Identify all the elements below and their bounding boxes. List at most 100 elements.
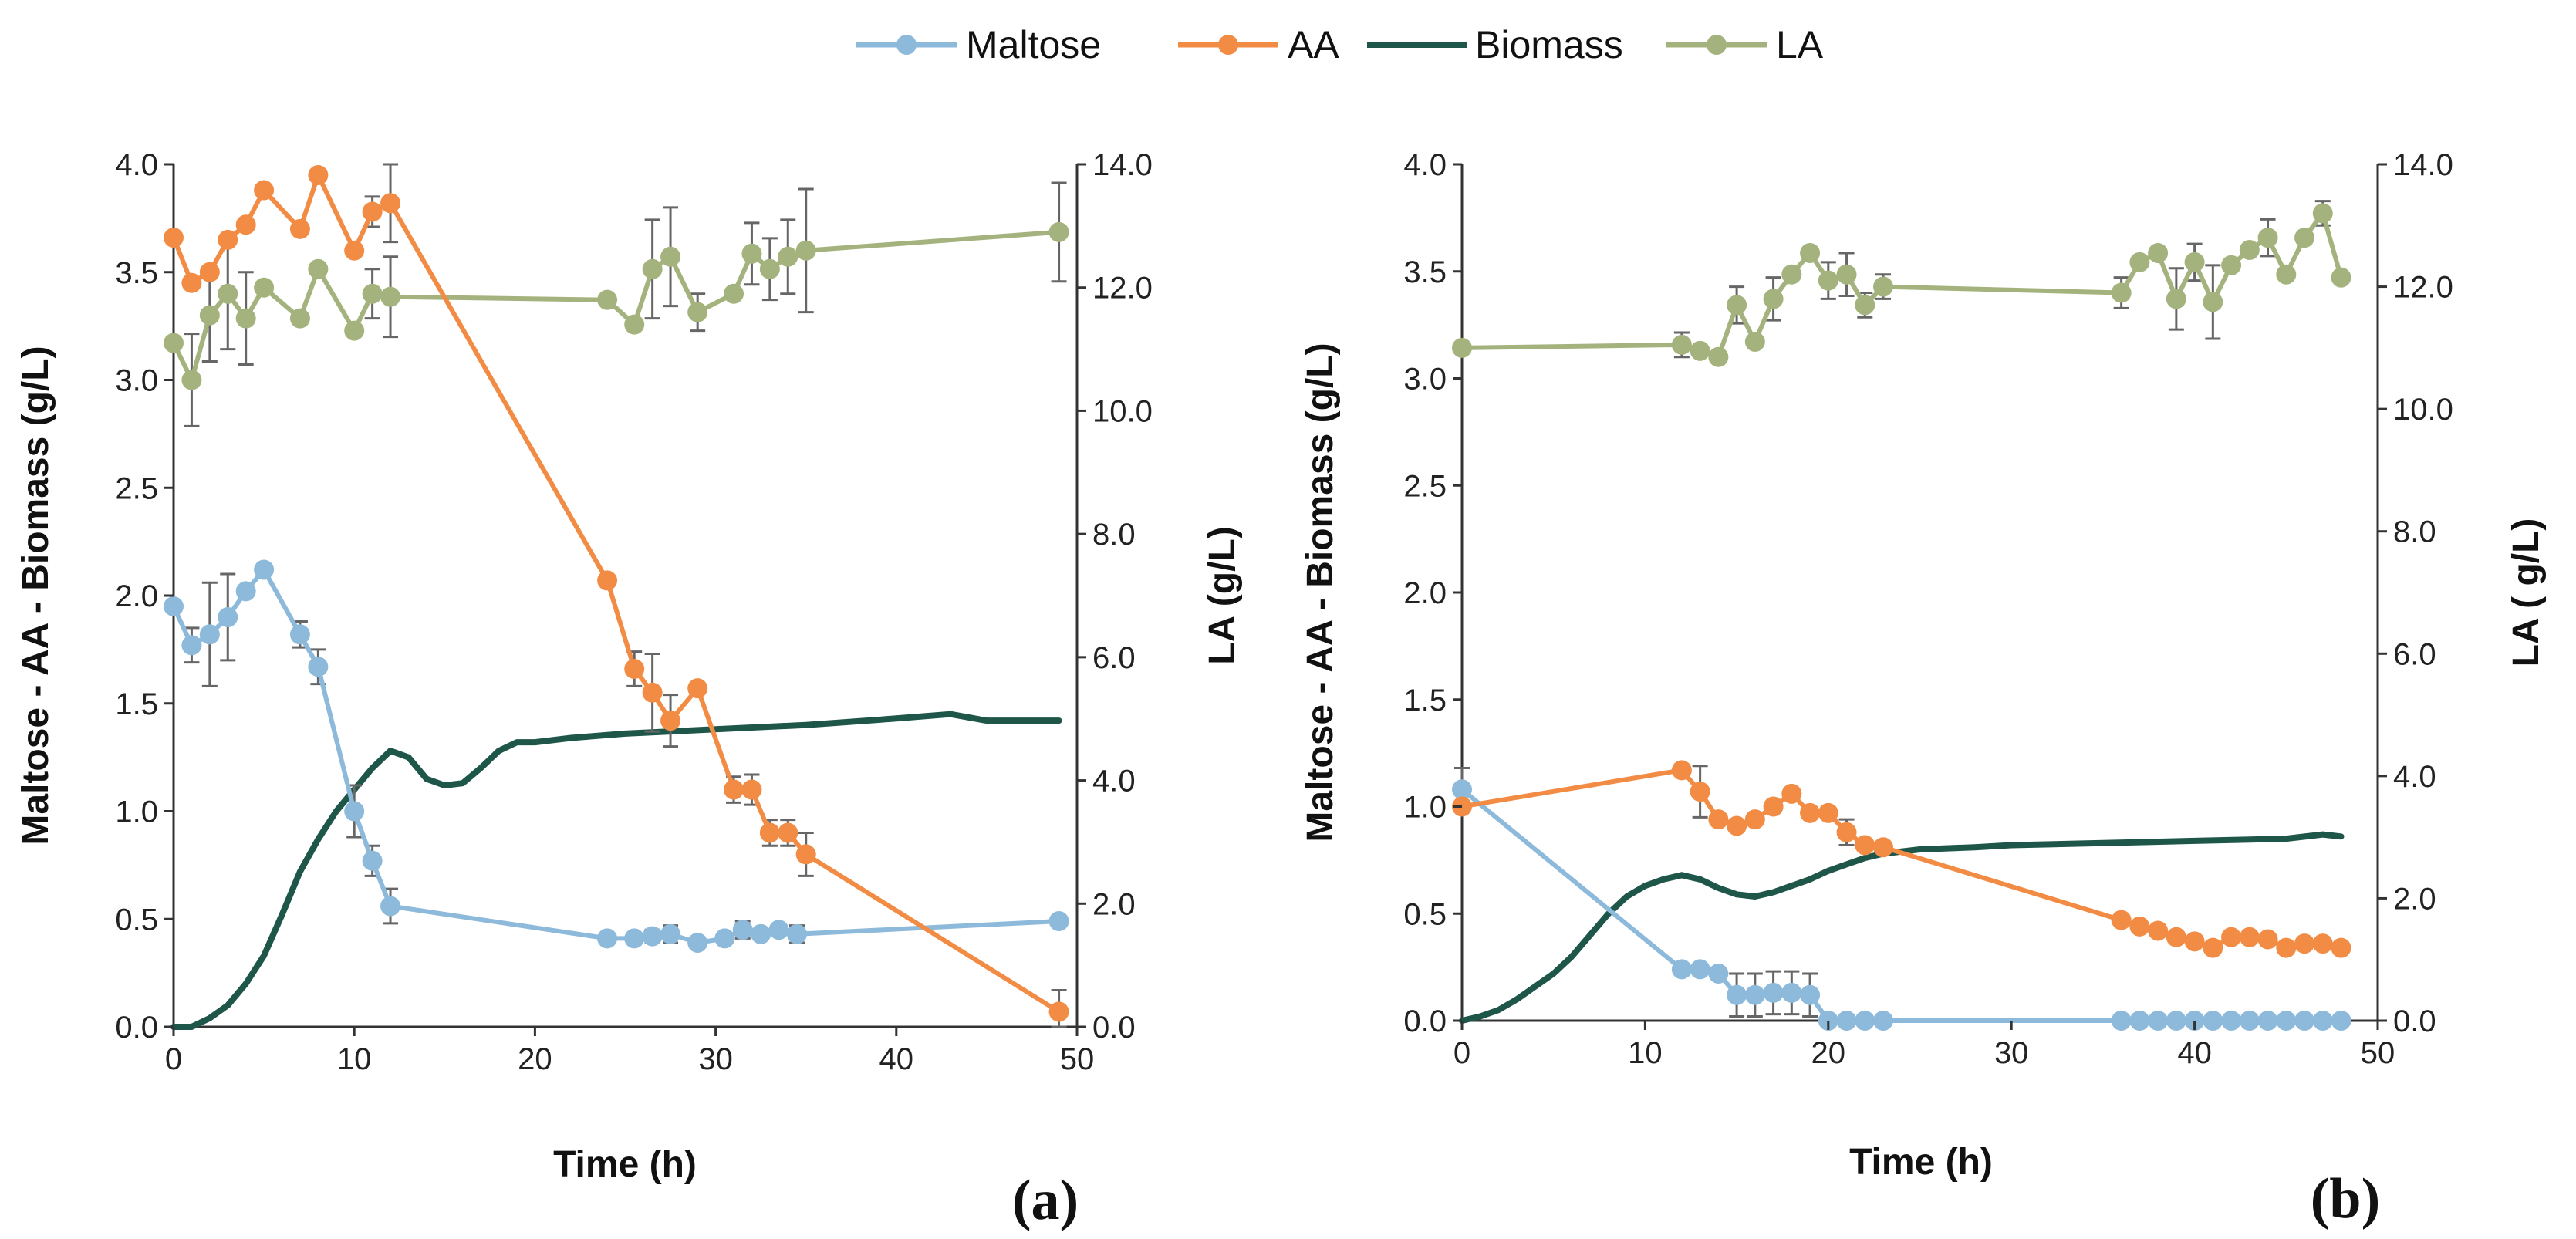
panel-a-aa-point-19 xyxy=(778,822,798,843)
panel-b-x-axis-label: Time (h) xyxy=(1849,1142,1993,1183)
panel-b-la-point-23 xyxy=(2294,228,2315,248)
panel-b-aa-point-11 xyxy=(1855,835,1875,856)
legend-item-maltose: Maltose xyxy=(856,23,1101,66)
panel-b-maltose-point-20 xyxy=(2239,1011,2260,1031)
panel-a-la-point-6 xyxy=(289,308,310,329)
panel-b-maltose-point-22 xyxy=(2276,1011,2297,1031)
panel-a-maltose-point-1 xyxy=(181,635,202,656)
panel-a-maltose-point-4 xyxy=(235,581,256,602)
panel-b-la-point-8 xyxy=(1800,242,1821,263)
panel-b-y-tick-label-4: 2.0 xyxy=(1403,576,1447,610)
panel-b-maltose-point-15 xyxy=(2148,1011,2169,1031)
panel-a-la-point-4 xyxy=(235,308,256,329)
panel-b-la-point-12 xyxy=(1873,276,1894,297)
panel-b-la-point-22 xyxy=(2276,264,2297,285)
panel-b-maltose-point-23 xyxy=(2294,1011,2315,1031)
panel-a-maltose-point-10 xyxy=(380,896,401,917)
panel-b-aa-point-21 xyxy=(2257,929,2278,950)
panel-b-la-point-14 xyxy=(2129,252,2150,272)
panel-b-la-point-6 xyxy=(1763,289,1784,309)
panel-b-la-point-20 xyxy=(2239,240,2260,260)
panel-a-la-point-11 xyxy=(597,289,618,310)
panel-a-la-point-10 xyxy=(380,286,401,307)
panel-a-aa-point-8 xyxy=(344,240,365,261)
panel-a-aa-point-9 xyxy=(362,201,383,222)
panel-a-y-tick-label-1: 0.5 xyxy=(115,903,158,937)
panel-b-aa-point-23 xyxy=(2294,933,2315,954)
panel-a-maltose-point-9 xyxy=(362,850,383,871)
panel-b-la-line xyxy=(1460,211,2344,360)
panel-b-aa-point-18 xyxy=(2203,937,2223,958)
panel-a-maltose-point-0 xyxy=(164,596,184,616)
panel-a-la-point-9 xyxy=(362,283,383,304)
panel-b-y2-tick-label-1: 2.0 xyxy=(2393,882,2436,916)
panel-a-la-point-7 xyxy=(308,258,329,279)
panel-a-x-tick-label-5: 50 xyxy=(1060,1042,1095,1076)
panel-b-maltose-point-25 xyxy=(2331,1011,2351,1031)
panel-b-maltose-point-16 xyxy=(2166,1011,2186,1031)
panel-a-maltose-point-7 xyxy=(308,657,329,677)
panel-a-y-tick-label-2: 1.0 xyxy=(115,795,158,829)
panel-b-series-la xyxy=(1452,200,2351,367)
panel-a-aa-point-21 xyxy=(1048,1001,1069,1022)
panel-a-la-point-12 xyxy=(624,314,645,335)
panel-b-aa-point-10 xyxy=(1836,822,1857,842)
panel-a-la-point-8 xyxy=(344,320,365,341)
panel-b-la-point-18 xyxy=(2203,292,2223,312)
panel-b-aa-point-20 xyxy=(2239,927,2260,947)
panel-a-biomass-line xyxy=(170,711,1062,1030)
legend: Maltose AA Biomass LA xyxy=(856,23,1824,66)
panel-b-series-maltose xyxy=(1452,767,2351,1031)
panel-b-maltose-point-10 xyxy=(1836,1011,1857,1031)
panel-b-la-point-4 xyxy=(1727,295,1747,316)
panel-b-y-tick-label-2: 1.0 xyxy=(1403,791,1447,825)
panel-b-biomass-line xyxy=(1459,831,2345,1024)
panel-a-series-aa xyxy=(164,163,1069,1028)
panel-b-aa-point-8 xyxy=(1800,802,1821,823)
panel-b-y-tick-label-8: 4.0 xyxy=(1403,148,1447,182)
panel-b-maltose-point-5 xyxy=(1744,984,1765,1005)
panel-b-aa-point-22 xyxy=(2276,937,2297,958)
panel-b-la-point-21 xyxy=(2257,228,2278,248)
panel-b-y-tick-label-1: 0.5 xyxy=(1403,897,1447,931)
panel-b-y2-tick-label-0: 0.0 xyxy=(2393,1004,2436,1038)
panel-b-maltose-line xyxy=(1460,787,2344,1023)
panel-b-x-tick-label-4: 40 xyxy=(2177,1036,2212,1070)
panel-a-y2-tick-label-5: 10.0 xyxy=(1092,394,1153,428)
panel-a-y2-tick-label-6: 12.0 xyxy=(1092,272,1153,306)
panel-a-maltose-point-19 xyxy=(768,920,789,940)
panel-b-y2-tick-label-4: 8.0 xyxy=(2393,515,2436,549)
panel-a-maltose-point-11 xyxy=(597,928,618,949)
panel-a-y2-tick-label-2: 4.0 xyxy=(1092,765,1136,798)
panel-a-maltose-point-12 xyxy=(624,928,645,949)
panel-a-y-tick-label-3: 1.5 xyxy=(115,687,158,721)
panel-a-tick-layer: 0.0 0.5 1.0 1.5 2.0 2.5 3.0 3.5 4.0 0.0 2.0 4.0 6.0 8… xyxy=(115,148,1152,1076)
panel-b-y2-axis-label: LA ( g/L) xyxy=(2506,518,2547,667)
panel-b-la-point-9 xyxy=(1818,270,1838,291)
panel-b-series-biomass xyxy=(1459,831,2345,1024)
panel-a-la-point-0 xyxy=(164,333,184,353)
panel-a-y-tick-label-0: 0.0 xyxy=(115,1011,158,1045)
panel-a-maltose-point-15 xyxy=(687,932,708,953)
panel-b-y2-tick-label-5: 10.0 xyxy=(2393,393,2453,427)
panel-b-la-point-16 xyxy=(2166,289,2186,309)
panel-b-la-point-0 xyxy=(1452,337,1472,358)
panel-a-series-la xyxy=(164,181,1069,427)
panel-b-y2-tick-label-6: 12.0 xyxy=(2393,271,2453,305)
panel-b-x-tick-label-5: 50 xyxy=(2361,1036,2395,1070)
panel-a-maltose-point-16 xyxy=(714,928,735,949)
panel-a-la-point-19 xyxy=(778,246,798,267)
legend-item-la: LA xyxy=(1666,23,1824,66)
panel-a-maltose-point-21 xyxy=(1048,911,1069,932)
panel-a-y2-tick-label-7: 14.0 xyxy=(1092,148,1153,182)
panel-b-la-point-25 xyxy=(2331,267,2351,288)
panel-a-maltose-point-3 xyxy=(218,606,238,627)
panel-b-maltose-point-19 xyxy=(2221,1011,2242,1031)
panel-a-y2-tick-label-3: 6.0 xyxy=(1092,641,1136,675)
panel-b-x-tick-label-2: 20 xyxy=(1811,1036,1846,1070)
panel-a-la-point-20 xyxy=(795,240,816,261)
panel-b-aa-point-4 xyxy=(1727,815,1747,836)
panel-b-series-layer xyxy=(1452,200,2351,1031)
panel-a-series-layer xyxy=(164,163,1069,1030)
panel-a-aa-point-0 xyxy=(164,228,184,248)
